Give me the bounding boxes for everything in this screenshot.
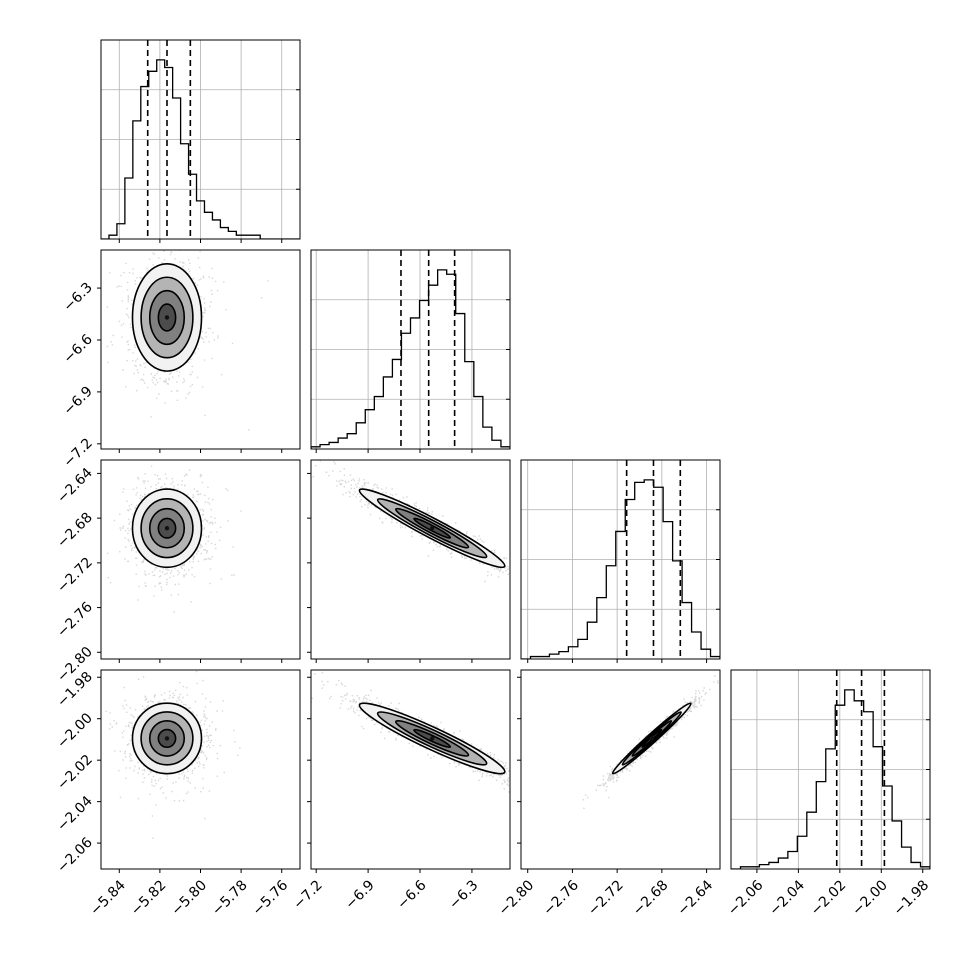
- y-tick-label: −6.9: [60, 383, 95, 418]
- x-tick-label: −5.80: [168, 877, 210, 919]
- panel-frame: [310, 459, 511, 660]
- x-tick-label: −6.6: [394, 877, 429, 912]
- y-tick-label: −2.06: [54, 835, 96, 877]
- y-tick-label: −6.6: [60, 331, 95, 366]
- panel-content: [312, 460, 510, 583]
- contour-peak: [649, 736, 654, 741]
- contour-peak: [429, 526, 435, 531]
- x-tick-label: −2.72: [585, 877, 627, 919]
- x-tick-label: −1.98: [891, 877, 933, 919]
- panel-frame: [100, 669, 301, 870]
- hist-panel-1: [310, 249, 511, 450]
- panel-content: [101, 460, 242, 613]
- contour-peak: [164, 526, 170, 531]
- panel-content: [101, 250, 269, 431]
- contour-peak: [164, 315, 170, 320]
- hist-frame-2: [520, 459, 721, 660]
- y-tick-label: −2.76: [54, 599, 96, 641]
- x-tick-label: −6.3: [446, 877, 481, 912]
- histogram-line: [311, 269, 510, 449]
- contour-peak: [164, 736, 170, 741]
- x-tick-label: −5.78: [209, 877, 251, 919]
- x-tick-label: −6.9: [342, 877, 377, 912]
- scatter-panel-3-0: [100, 669, 301, 870]
- panel-frame: [520, 669, 721, 870]
- x-tick-label: −2.68: [630, 877, 672, 919]
- histogram-line: [521, 479, 720, 659]
- scatter-panel-2-1: [310, 459, 511, 660]
- y-tick-label: −2.04: [54, 793, 96, 835]
- x-tick-label: −5.84: [87, 877, 129, 919]
- panel-frame: [100, 459, 301, 660]
- y-tick-label: −2.64: [54, 465, 96, 507]
- panel-frame: [100, 249, 301, 450]
- scatter-panel-1-0: [100, 249, 301, 450]
- x-tick-label: −7.2: [290, 877, 325, 912]
- histogram-line: [101, 59, 300, 239]
- hist-frame-3: [730, 669, 931, 870]
- panel-content: [311, 672, 510, 793]
- x-tick-label: −2.80: [496, 877, 538, 919]
- hist-frame-1: [310, 249, 511, 450]
- y-tick-label: −6.3: [60, 280, 95, 315]
- x-tick-label: −2.06: [725, 877, 767, 919]
- y-tick-label: −7.2: [60, 435, 95, 470]
- x-tick-label: −2.76: [540, 877, 582, 919]
- y-tick-label: −2.00: [54, 710, 96, 752]
- y-tick-label: −2.72: [54, 554, 96, 596]
- x-tick-label: −5.82: [128, 877, 170, 919]
- panel-content: [105, 670, 241, 839]
- panel-content: [582, 675, 719, 809]
- scatter-panel-3-1: [310, 669, 511, 870]
- x-tick-label: −2.64: [675, 877, 717, 919]
- scatter-panel-3-2: [520, 669, 721, 870]
- x-tick-label: −2.04: [766, 877, 808, 919]
- x-tick-label: −5.76: [250, 877, 292, 919]
- x-tick-label: −2.00: [849, 877, 891, 919]
- histogram-line: [731, 689, 930, 869]
- contour-peak: [429, 736, 435, 741]
- panel-frame: [310, 669, 511, 870]
- y-tick-label: −2.02: [54, 752, 96, 794]
- hist-panel-0: [100, 39, 301, 240]
- scatter-panel-2-0: [100, 459, 301, 660]
- y-tick-label: −2.68: [54, 510, 96, 552]
- x-tick-label: −2.02: [808, 877, 850, 919]
- hist-panel-3: [730, 669, 931, 870]
- hist-panel-2: [520, 459, 721, 660]
